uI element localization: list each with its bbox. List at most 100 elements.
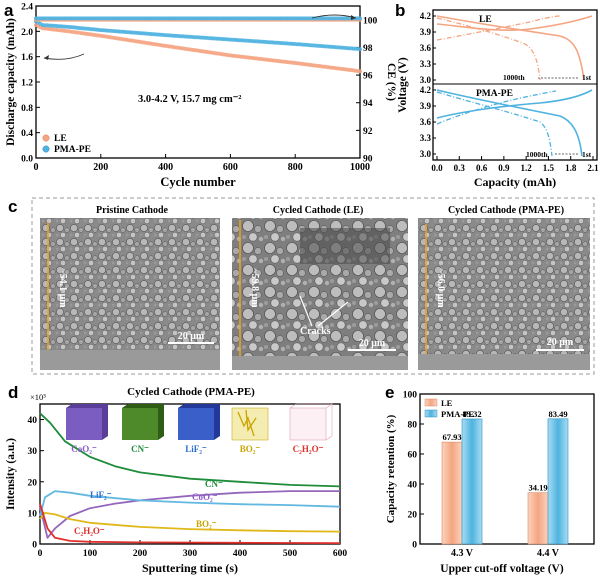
- panel-d-ytick-label: 10: [28, 509, 38, 519]
- panel-d-xlabel: Sputtering time (s): [142, 561, 238, 575]
- panel-b-bottom-ytick-label: 3.6: [420, 117, 432, 127]
- panel-b-bottom-ytick-label: 3.3: [420, 133, 432, 143]
- panel-d-multiplier: ×10³: [30, 392, 46, 402]
- panel-d-label-bo2: BO₂⁻: [196, 519, 217, 529]
- sem-title-le: Cycled Cathode (LE): [273, 205, 364, 216]
- panel-a-ytick-label: 0.8: [21, 104, 33, 114]
- panel-a-arrow-left-head: [44, 55, 49, 60]
- panel-b-xtick-label: 1.5: [543, 163, 555, 173]
- panel-e-bar: [527, 492, 549, 545]
- panel-d-xtick-label: 500: [283, 549, 298, 559]
- panel-d-xtick-label: 200: [133, 549, 148, 559]
- panel-e-legend-le: LE: [441, 398, 453, 408]
- panel-e-legend-swatch-pma: [424, 409, 438, 418]
- panel-b-ylabel: Voltage (V): [397, 57, 409, 113]
- panel-d-ytick-label: 20: [28, 478, 38, 488]
- panel-letter-b: b: [395, 1, 405, 20]
- panel-d-xtick-label: 400: [233, 549, 248, 559]
- panel-b-pma-label: PMA-PE: [476, 89, 513, 99]
- panel-b-pma-1st-label: 1st: [582, 150, 592, 159]
- panel-letter-d: d: [8, 383, 18, 402]
- sem-image-pristine: [40, 218, 220, 370]
- panel-b-xtick-label: 1.2: [521, 163, 533, 173]
- panel-letter-e: e: [385, 383, 394, 402]
- sem-dark-region-le: [300, 228, 390, 264]
- panel-d-label-coo2: CoO₂⁻: [192, 492, 218, 502]
- panel-e-ytick-label: 80: [408, 421, 418, 431]
- panel-b-pma-discharge-1st: [436, 89, 583, 157]
- panel-b-top-ytick-label: 3.3: [420, 59, 432, 69]
- panel-d-series-line: [39, 503, 341, 544]
- panel-b-chart: 0.0 0.3 0.6 0.9 1.2 1.5 1.8 2.14.23.93.63.33.04…: [397, 9, 599, 189]
- panel-d-xtick-label: 600: [333, 549, 348, 559]
- sem-scale-pma: 20 μm: [547, 337, 574, 348]
- panel-a-xtick-label: 600: [223, 162, 238, 173]
- panel-e-bar: [441, 441, 463, 545]
- panel-a-legend-marker-pma: [42, 145, 50, 153]
- panel-e-value-label: 67.93: [442, 432, 461, 442]
- panel-c-frame: [31, 197, 595, 375]
- panel-c-sem: Pristine Cathode ~54.1 μm 20 μm Cycled C…: [31, 197, 595, 375]
- inset-cube-c2h2o-edge: [289, 403, 333, 441]
- inset-cube-cn-top: [122, 404, 164, 440]
- panel-e-ytick-label: 20: [408, 511, 418, 521]
- panel-b-le-charge-1000: [436, 15, 561, 41]
- inset-label-lif2: LiF₂⁻: [185, 444, 207, 454]
- panel-d-ytick-label: 0: [32, 541, 37, 551]
- panel-d-ylabel: Intensity (a.u.): [5, 438, 17, 510]
- panel-a-annotation: 3.0-4.2 V, 15.7 mg cm⁻²: [138, 94, 241, 105]
- panel-a-y2tick-label: 92: [363, 127, 373, 137]
- panel-a-y2label: CE (%): [385, 63, 397, 101]
- panel-d-label-c2h2o: C₂H₂O⁻: [74, 526, 105, 536]
- panel-a-ytick-label: 1.2: [21, 79, 33, 89]
- panel-a-ytick-label: 0.0: [21, 155, 33, 165]
- panel-a-legend-le: LE: [54, 134, 67, 144]
- panel-b-xtick-label: 0.0: [431, 163, 443, 173]
- panel-e-value-label: 83.49: [548, 409, 567, 419]
- panel-b-bottom-ytick-label: 3.9: [420, 101, 432, 111]
- inset-cube-coo2: [66, 408, 102, 440]
- panel-e-bar: [547, 418, 569, 545]
- panel-d-series-line: [39, 490, 341, 517]
- panel-b-le-discharge-1000: [436, 17, 541, 81]
- panel-a-arrow-right-head: [351, 15, 356, 20]
- sem-thickness-pristine: ~54.1 μm: [57, 268, 68, 308]
- panel-a-ytick-label: 0.4: [21, 129, 33, 139]
- panel-a-xtick-label: 200: [93, 162, 108, 173]
- panel-e-xlabel: Upper cut-off voltage (V): [440, 563, 564, 575]
- panel-e-ytick-label: 0: [412, 541, 417, 551]
- panel-a-y2tick-label: 98: [363, 44, 373, 54]
- sem-scale-le: 20 μm: [359, 338, 386, 349]
- panel-letter-c: c: [8, 197, 17, 216]
- panel-d-ytick-label: 30: [28, 447, 38, 457]
- panel-e-ytick-label: 60: [408, 451, 418, 461]
- panel-a-y2tick-label: 90: [363, 155, 373, 165]
- inset-cube-cn: [122, 408, 158, 440]
- panel-d-series-line: [39, 490, 340, 539]
- sem-cracks-arrow-1: [299, 295, 313, 327]
- sem-scale-pristine: 20 μm: [178, 331, 205, 342]
- panel-e-ytick-label: 40: [408, 481, 418, 491]
- inset-label-bo2: BO₂⁻: [240, 444, 261, 454]
- panel-b-xtick-label: 1.8: [565, 163, 577, 173]
- panel-b-pma-discharge-1000: [436, 91, 553, 157]
- panel-a-point: [358, 16, 362, 21]
- panel-e-bar: [461, 418, 483, 545]
- inset-cube-c2h2o: [289, 407, 327, 441]
- inset-label-c2h2o: C₂H₂O⁻: [293, 444, 324, 454]
- panel-a-arrow-left: [43, 53, 85, 60]
- panel-b-top-ytick-label: 3.0: [420, 75, 432, 85]
- panel-b-top-ytick-label: 4.2: [420, 11, 432, 21]
- panel-a-point: [358, 47, 362, 52]
- panel-e-legend-swatch-le: [424, 398, 438, 407]
- panel-a-xtick-label: 800: [288, 162, 303, 173]
- panel-a-y2tick-label: 100: [363, 16, 378, 26]
- panel-d-ytick-label: 40: [28, 416, 38, 426]
- panel-d-title: Cycled Cathode (PMA-PE): [127, 386, 255, 398]
- panel-b-top-ytick-label: 3.6: [420, 43, 432, 53]
- panel-b-xtick-label: 0.3: [454, 163, 466, 173]
- panel-b-bottom-ytick-label: 3.0: [420, 149, 432, 159]
- panel-e-value-label: 34.19: [528, 483, 547, 493]
- sem-substrate-le: [232, 356, 408, 370]
- sem-substrate-pristine: [40, 350, 220, 370]
